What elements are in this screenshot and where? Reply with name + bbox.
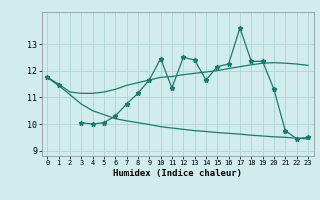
X-axis label: Humidex (Indice chaleur): Humidex (Indice chaleur) [113, 169, 242, 178]
